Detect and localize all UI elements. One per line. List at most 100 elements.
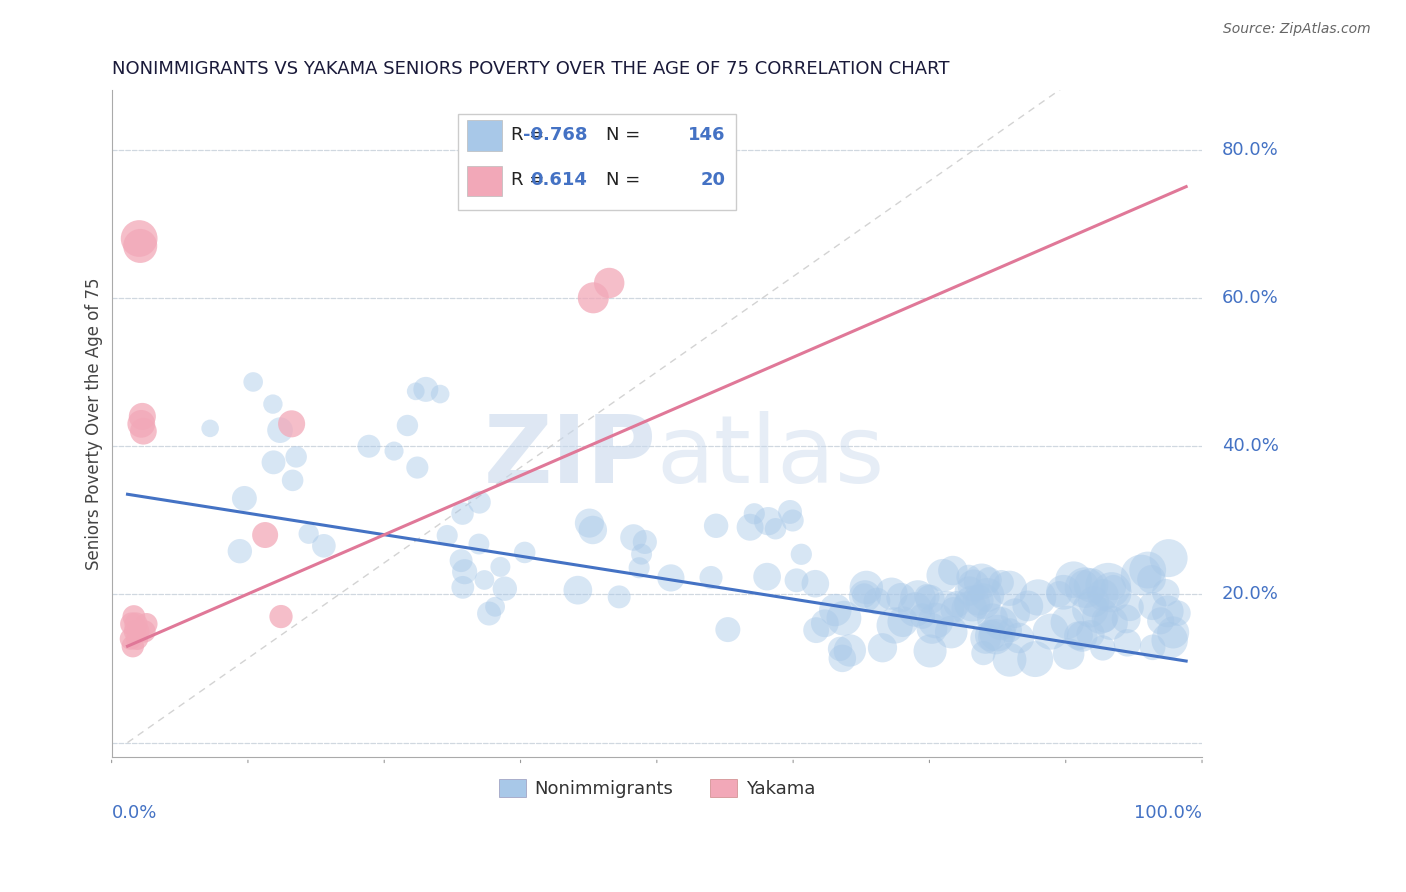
Point — [474, 573, 496, 587]
Point — [918, 592, 941, 607]
Point — [285, 450, 308, 464]
Point — [911, 609, 934, 624]
Point — [1099, 615, 1122, 630]
Text: atlas: atlas — [657, 411, 886, 503]
Point — [986, 626, 1008, 640]
Point — [1067, 629, 1090, 643]
Point — [981, 612, 1004, 626]
Point — [804, 623, 827, 637]
Point — [828, 641, 851, 656]
Point — [125, 617, 148, 632]
Point — [135, 617, 157, 632]
Point — [1142, 640, 1164, 655]
Point — [453, 565, 475, 579]
Point — [717, 623, 740, 637]
Point — [1101, 585, 1123, 599]
Point — [1094, 613, 1116, 627]
Point — [756, 569, 779, 583]
Legend: Nonimmigrants, Yakama: Nonimmigrants, Yakama — [491, 772, 823, 805]
Y-axis label: Seniors Poverty Over the Age of 75: Seniors Poverty Over the Age of 75 — [86, 277, 103, 570]
Point — [1156, 604, 1178, 618]
Point — [598, 276, 620, 290]
Point — [890, 591, 912, 605]
Point — [269, 423, 291, 437]
Point — [1074, 581, 1097, 595]
Text: NONIMMIGRANTS VS YAKAMA SENIORS POVERTY OVER THE AGE OF 75 CORRELATION CHART: NONIMMIGRANTS VS YAKAMA SENIORS POVERTY … — [111, 60, 949, 78]
Point — [853, 589, 876, 603]
Point — [970, 574, 993, 589]
Point — [125, 632, 148, 646]
Point — [382, 444, 405, 458]
Point — [782, 514, 804, 528]
Point — [567, 583, 589, 598]
Point — [129, 417, 152, 431]
Point — [1083, 595, 1105, 609]
Point — [1026, 591, 1049, 605]
Point — [1161, 625, 1184, 640]
Point — [853, 589, 876, 603]
Point — [134, 624, 156, 639]
FancyBboxPatch shape — [458, 113, 737, 211]
Point — [623, 531, 645, 545]
Text: ZIP: ZIP — [484, 411, 657, 503]
Point — [942, 603, 965, 617]
Point — [1039, 624, 1062, 639]
Text: 80.0%: 80.0% — [1222, 141, 1278, 159]
Point — [872, 640, 894, 655]
Point — [984, 630, 1007, 644]
Point — [1047, 587, 1070, 601]
Point — [436, 528, 458, 542]
Point — [700, 570, 723, 584]
Point — [659, 571, 682, 585]
Point — [704, 518, 727, 533]
Point — [233, 491, 256, 506]
Point — [945, 597, 967, 611]
Point — [972, 594, 994, 608]
Point — [1159, 633, 1181, 648]
Point — [1150, 614, 1173, 628]
Point — [121, 639, 143, 653]
Point — [967, 593, 990, 607]
Point — [129, 239, 152, 253]
Point — [907, 591, 929, 605]
Point — [855, 581, 877, 595]
Point — [935, 601, 957, 615]
Point — [1130, 568, 1153, 582]
Point — [494, 582, 516, 596]
Point — [229, 544, 252, 558]
Point — [280, 417, 302, 431]
Point — [831, 651, 853, 665]
Point — [998, 653, 1021, 667]
Text: 0.614: 0.614 — [530, 171, 588, 189]
Point — [1091, 588, 1114, 602]
Point — [790, 547, 813, 561]
Text: 60.0%: 60.0% — [1222, 289, 1278, 307]
Point — [742, 507, 765, 521]
Point — [990, 616, 1012, 631]
Point — [915, 590, 938, 604]
Point — [1115, 612, 1137, 626]
Point — [980, 629, 1002, 643]
Point — [1140, 572, 1163, 586]
Point — [866, 594, 889, 608]
Point — [415, 383, 437, 397]
Point — [1102, 581, 1125, 595]
Point — [607, 590, 630, 604]
Point — [121, 617, 143, 632]
Point — [1097, 579, 1119, 593]
Point — [1078, 602, 1101, 616]
Point — [254, 528, 277, 542]
Point — [838, 643, 860, 657]
Point — [1071, 629, 1094, 643]
Point — [582, 523, 605, 537]
Point — [513, 545, 536, 559]
FancyBboxPatch shape — [467, 166, 502, 196]
Point — [262, 397, 284, 411]
Point — [925, 614, 948, 628]
Point — [974, 632, 997, 646]
Point — [804, 576, 827, 591]
Point — [1008, 631, 1031, 645]
Point — [941, 625, 963, 640]
Point — [128, 231, 150, 245]
Point — [122, 609, 145, 624]
